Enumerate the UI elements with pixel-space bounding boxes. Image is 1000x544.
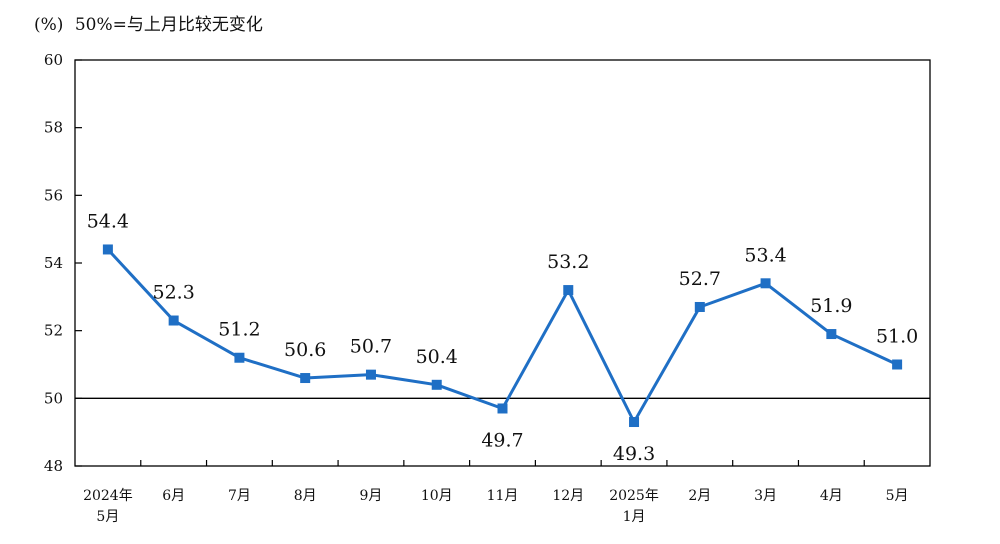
x-tick-label: 2025年: [609, 488, 659, 504]
data-point-marker: [629, 417, 640, 428]
x-tick-label: 7月: [228, 488, 251, 504]
data-point-marker: [234, 352, 245, 363]
data-label: 49.3: [613, 443, 655, 465]
x-tick-label: 4月: [820, 488, 843, 504]
x-tick-label: 5月: [886, 488, 909, 504]
data-point-marker: [694, 301, 705, 312]
reference-note: 50%=与上月比较无变化: [74, 15, 263, 35]
data-label: 50.6: [284, 339, 326, 361]
x-tick-label: 6月: [162, 488, 185, 504]
data-label: 51.9: [810, 295, 852, 317]
x-tick-label: 2024年: [83, 488, 133, 504]
data-label: 50.4: [416, 346, 458, 368]
unit-label: (%): [34, 15, 64, 35]
x-tick-label: 5月: [96, 509, 119, 525]
data-point-marker: [365, 369, 376, 380]
data-label: 51.2: [218, 319, 260, 341]
x-tick-label: 2月: [688, 488, 711, 504]
x-tick-label: 12月: [552, 488, 584, 504]
x-tick-label: 10月: [421, 488, 453, 504]
data-label: 50.7: [350, 336, 392, 358]
data-point-marker: [431, 379, 442, 390]
data-label: 53.2: [547, 251, 589, 273]
data-point-marker: [168, 315, 179, 326]
data-point-marker: [826, 329, 837, 340]
data-point-marker: [497, 403, 508, 414]
x-tick-label: 1月: [623, 509, 646, 525]
y-tick-label: 58: [44, 119, 63, 137]
x-tick-label: 9月: [360, 488, 383, 504]
y-tick-label: 54: [44, 254, 63, 272]
y-tick-label: 48: [44, 457, 63, 475]
data-label: 54.4: [87, 210, 129, 232]
y-tick-label: 60: [44, 51, 63, 69]
data-point-marker: [300, 373, 311, 384]
y-tick-label: 52: [44, 322, 63, 340]
data-point-marker: [892, 359, 903, 370]
x-tick-label: 8月: [294, 488, 317, 504]
data-point-marker: [563, 285, 574, 296]
y-tick-label: 56: [44, 186, 63, 204]
data-point-marker: [760, 278, 771, 289]
data-label: 52.3: [152, 282, 194, 304]
data-label: 53.4: [744, 244, 786, 266]
data-label: 51.0: [876, 326, 918, 348]
y-tick-label: 50: [44, 389, 63, 407]
chart-header: (%) 50%=与上月比较无变化: [34, 10, 269, 35]
x-tick-label: 3月: [754, 488, 777, 504]
x-tick-label: 11月: [487, 488, 519, 504]
data-label: 52.7: [679, 268, 721, 290]
data-point-marker: [102, 244, 113, 255]
data-label: 49.7: [481, 429, 523, 451]
